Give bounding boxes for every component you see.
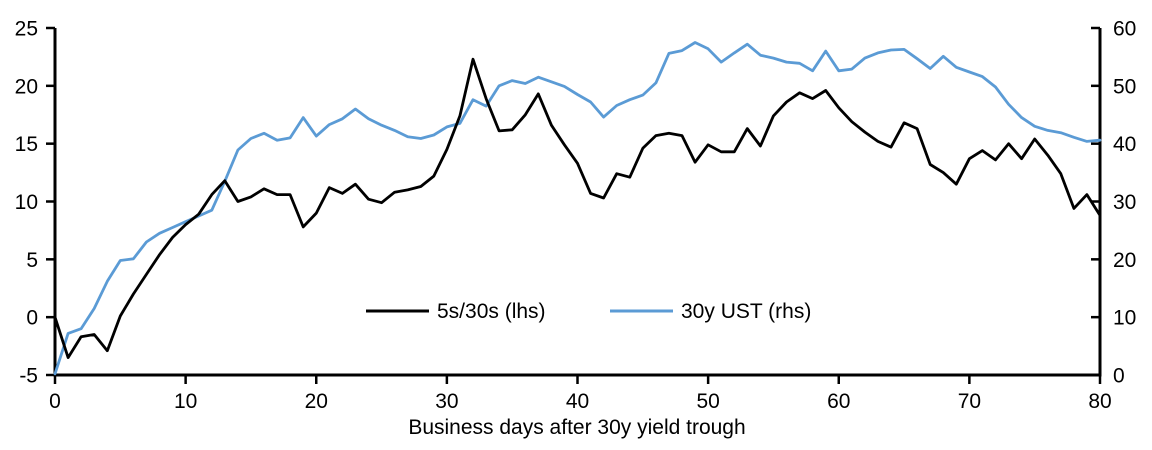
left-axis-tick-label: 25 — [15, 18, 38, 41]
right-axis-tick-label: 40 — [1113, 133, 1136, 156]
legend-label-5s30s: 5s/30s (lhs) — [437, 300, 546, 323]
left-axis-tick-label: 0 — [26, 307, 38, 330]
x-axis-title: Business days after 30y yield trough — [408, 416, 745, 439]
left-axis-tick-label: 15 — [15, 133, 38, 156]
legend-label-30y-ust: 30y UST (rhs) — [681, 300, 811, 323]
legend: 5s/30s (lhs) 30y UST (rhs) — [366, 300, 811, 323]
right-axis-tick-label: 10 — [1113, 307, 1136, 330]
x-axis-tick-label: 80 — [1088, 390, 1111, 413]
x-axis-tick-label: 60 — [827, 390, 850, 413]
x-axis-tick-label: 20 — [305, 390, 328, 413]
right-axis-tick-label: 30 — [1113, 191, 1136, 214]
right-axis-tick-label: 50 — [1113, 75, 1136, 98]
x-axis-tick-labels: 0 10 20 30 40 50 60 70 80 — [49, 390, 1112, 413]
x-axis-tick-label: 10 — [174, 390, 197, 413]
series-line-5s-30s-lhs- — [53, 57, 1102, 360]
x-axis-tick-label: 30 — [435, 390, 458, 413]
right-axis-tick-label: 60 — [1113, 18, 1136, 41]
left-axis-tick-label: 20 — [15, 75, 38, 98]
right-axis-tick-label: 0 — [1113, 365, 1125, 388]
series-line-30y-ust-rhs- — [53, 41, 1102, 376]
right-axis-tick-label: 20 — [1113, 249, 1136, 272]
x-axis-ticks — [53, 375, 1102, 384]
series-lines — [53, 41, 1102, 376]
left-axis-ticks — [46, 26, 55, 377]
left-axis-tick-label: 5 — [26, 249, 38, 272]
right-axis-tick-labels: 60 50 40 30 20 10 0 — [1113, 18, 1136, 388]
left-axis-tick-label: 10 — [15, 191, 38, 214]
x-axis-tick-label: 50 — [696, 390, 719, 413]
x-axis-tick-label: 40 — [566, 390, 589, 413]
left-axis-tick-labels: 25 20 15 10 5 0 -5 — [15, 18, 38, 388]
x-axis-tick-label: 0 — [49, 390, 61, 413]
x-axis-tick-label: 70 — [958, 390, 981, 413]
left-axis-tick-label: -5 — [19, 365, 38, 388]
axes — [53, 28, 1102, 377]
